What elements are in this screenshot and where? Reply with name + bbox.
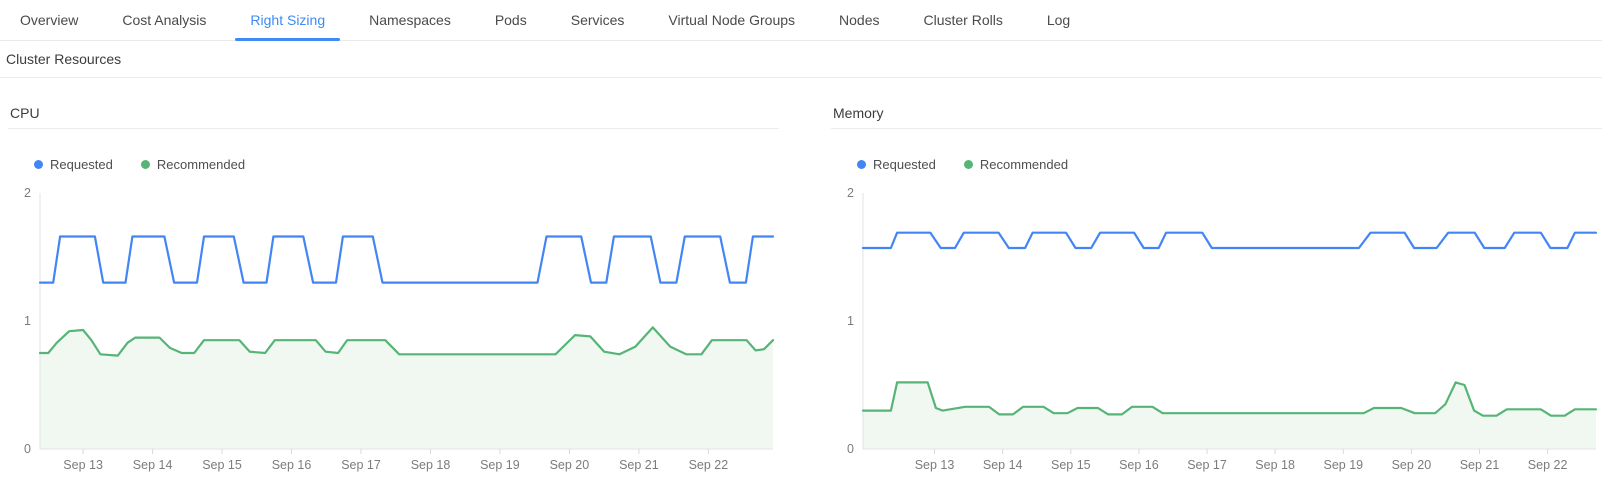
tab-bar: Overview Cost Analysis Right Sizing Name…: [0, 0, 1602, 41]
svg-text:Sep 19: Sep 19: [1323, 458, 1363, 472]
svg-text:2: 2: [24, 186, 31, 200]
tab-services[interactable]: Services: [570, 12, 625, 28]
memory-chart-panel: Memory Requested Recommended 0 1 2 Sep 13 Se…: [831, 78, 1602, 482]
svg-text:Sep 14: Sep 14: [983, 458, 1023, 472]
tab-cluster-rolls[interactable]: Cluster Rolls: [923, 12, 1003, 28]
memory-chart-title: Memory: [831, 104, 1602, 129]
svg-text:Sep 21: Sep 21: [619, 458, 659, 472]
legend-item-recommended[interactable]: Recommended: [140, 156, 246, 172]
svg-text:Sep 17: Sep 17: [1187, 458, 1227, 472]
memory-legend: Requested Recommended: [857, 156, 1602, 172]
svg-text:2: 2: [847, 186, 854, 200]
svg-text:Sep 13: Sep 13: [915, 458, 955, 472]
tab-log[interactable]: Log: [1046, 12, 1071, 28]
tab-overview[interactable]: Overview: [20, 12, 79, 28]
legend-label-recommended: Recommended: [979, 156, 1069, 172]
legend-item-requested[interactable]: Requested: [34, 157, 113, 172]
legend-item-recommended[interactable]: Recommended: [963, 156, 1069, 172]
svg-text:Sep 15: Sep 15: [202, 458, 242, 472]
requested-dot-icon: [34, 159, 43, 169]
svg-text:Sep 15: Sep 15: [1051, 458, 1091, 472]
recommended-dot-icon: [963, 159, 973, 169]
tab-cost-analysis[interactable]: Cost Analysis: [122, 12, 207, 28]
tab-virtual-node-groups[interactable]: Virtual Node Groups: [668, 12, 796, 28]
cpu-chart-canvas: 0 1 2 Sep 13 Sep 14 Sep 15 Sep 16 Sep 17 Sep 18 S…: [8, 180, 779, 482]
recommended-dot-icon: [140, 159, 150, 169]
tab-namespaces[interactable]: Namespaces: [369, 12, 451, 28]
requested-dot-icon: [857, 159, 866, 169]
svg-text:1: 1: [847, 314, 854, 328]
memory-chart-canvas: 0 1 2 Sep 13 Sep 14 Sep 15 Sep 16 Sep 17 Sep 18 S…: [831, 180, 1602, 482]
svg-text:Sep 14: Sep 14: [133, 458, 173, 472]
tab-right-sizing[interactable]: Right Sizing: [235, 0, 340, 41]
svg-text:Sep 13: Sep 13: [63, 458, 103, 472]
legend-label-requested: Requested: [50, 156, 113, 172]
cpu-legend: Requested Recommended: [34, 156, 779, 172]
svg-text:Sep 21: Sep 21: [1460, 458, 1500, 472]
svg-text:Sep 18: Sep 18: [1255, 458, 1295, 472]
legend-label-recommended: Recommended: [156, 156, 246, 172]
legend-item-requested[interactable]: Requested: [857, 157, 936, 172]
cpu-chart-title: CPU: [8, 104, 779, 129]
svg-text:Sep 16: Sep 16: [1119, 458, 1159, 472]
svg-text:0: 0: [847, 442, 854, 456]
svg-text:1: 1: [24, 314, 31, 328]
svg-text:Sep 22: Sep 22: [689, 458, 729, 472]
svg-text:Sep 20: Sep 20: [1392, 458, 1432, 472]
charts-row: CPU Requested Recommended 0 1 2 Sep 13 Sep 1…: [8, 78, 1602, 482]
svg-text:Sep 18: Sep 18: [411, 458, 451, 472]
svg-text:Sep 17: Sep 17: [341, 458, 381, 472]
section-title-cluster-resources: Cluster Resources: [0, 51, 1602, 78]
tab-nodes[interactable]: Nodes: [839, 12, 880, 28]
svg-text:Sep 16: Sep 16: [272, 458, 312, 472]
tab-pods[interactable]: Pods: [494, 12, 527, 28]
cpu-chart-panel: CPU Requested Recommended 0 1 2 Sep 13 Sep 1…: [8, 78, 779, 482]
legend-label-requested: Requested: [873, 156, 936, 172]
svg-text:Sep 20: Sep 20: [550, 458, 590, 472]
svg-text:Sep 22: Sep 22: [1528, 458, 1568, 472]
svg-text:0: 0: [24, 442, 31, 456]
svg-text:Sep 19: Sep 19: [480, 458, 520, 472]
